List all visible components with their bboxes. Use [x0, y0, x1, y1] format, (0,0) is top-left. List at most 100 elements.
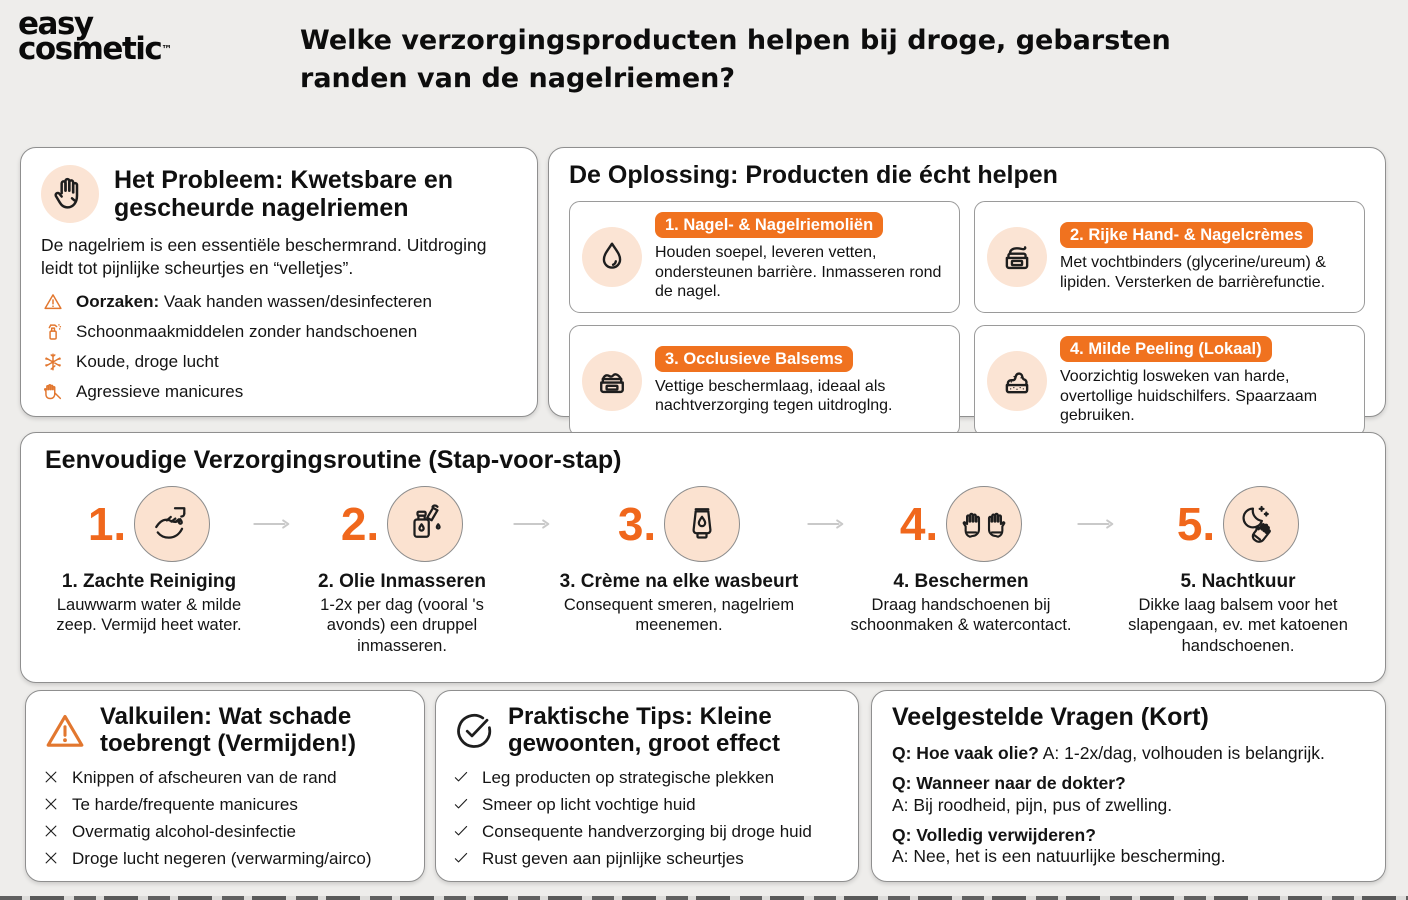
solution-desc: Voorzichtig losweken van harde, overtoll…	[1060, 368, 1318, 425]
pitfalls-title: Valkuilen: Wat schade toebrengt (Vermijd…	[100, 703, 357, 757]
solution-desc: Houden soepel, leveren vetten, ondersteu…	[655, 244, 942, 301]
arrow-right-icon	[253, 516, 291, 532]
arrow-right-icon	[1077, 516, 1115, 532]
pitfalls-list: Knippen of afscheuren van de rand Te har…	[42, 768, 408, 869]
step-desc: 1-2x per dag (vooral 's avonds) een drup…	[320, 596, 484, 655]
pitfall-item: Overmatig alcohol-desinfectie	[42, 822, 408, 842]
step-desc: Draag handschoenen bij schoonmaken & wat…	[850, 596, 1072, 635]
solution-card: De Oplossing: Producten die écht helpen …	[548, 147, 1386, 437]
solution-badge: 2. Rijke Hand- & Nagelcrèmes	[1060, 221, 1313, 249]
manicure-hand-icon	[41, 380, 65, 404]
faq-answer: A: Nee, het is een natuurlijke beschermi…	[892, 846, 1226, 867]
faq-card: Veelgestelde Vragen (Kort) Q: Hoe vaak o…	[871, 690, 1386, 882]
pitfall-item: Droge lucht negeren (verwarming/airco)	[42, 849, 408, 869]
faq-answer: A: Bij roodheid, pijn, pus of zwelling.	[892, 794, 1173, 815]
cause-bold: Oorzaken:	[76, 292, 160, 312]
step-number: 5.	[1176, 498, 1216, 550]
hand-washing-icon	[134, 486, 211, 562]
step-number: 2.	[340, 498, 380, 550]
arrow-right-icon	[513, 516, 551, 532]
spray-bottle-icon	[41, 320, 65, 344]
solution-desc: Vettige beschermlaag, ideaal als nachtve…	[655, 377, 893, 415]
page-title-line2: randen van de nagelriemen?	[300, 62, 736, 94]
step-title: 4. Beschermen	[893, 571, 1029, 592]
x-icon	[42, 822, 62, 842]
logo-line1: easy	[18, 6, 94, 42]
pitfalls-card: Valkuilen: Wat schade toebrengt (Vermijd…	[25, 690, 425, 882]
solution-item-oils: 1. Nagel- & Nagelriemoliën Houden soepel…	[569, 201, 960, 313]
cropped-footer-strip	[0, 896, 1408, 900]
causes-list: Oorzaken: Vaak handen wassen/desinfecter…	[41, 290, 517, 404]
step-desc: Lauwwarm water & milde zeep. Vermijd hee…	[56, 596, 242, 635]
cause-item: Agressieve manicures	[41, 380, 517, 404]
tip-item: Leg producten op strategische plekken	[452, 768, 842, 788]
warning-triangle-icon	[42, 708, 88, 754]
faq-answer: A: 1-2x/dag, volhouden is belangrijk.	[1038, 743, 1325, 763]
tip-item: Smeer op licht vochtige huid	[452, 795, 842, 815]
tip-item: Rust geven aan pijnlijke scheurtjes	[452, 849, 842, 869]
tips-list: Leg producten op strategische plekken Sm…	[452, 768, 842, 869]
check-icon	[452, 849, 472, 869]
problem-intro: De nagelriem is een essentiële beschermr…	[41, 235, 487, 279]
solution-item-balms: 3. Occlusieve Balsems Vettige beschermla…	[569, 324, 960, 437]
routine-card: Eenvoudige Verzorgingsroutine (Stap-voor…	[20, 432, 1386, 683]
oil-droplet-icon	[582, 226, 642, 287]
step-title: 2. Olie Inmasseren	[318, 571, 486, 592]
solution-desc: Met vochtbinders (glycerine/ureum) & lip…	[1060, 254, 1326, 291]
x-icon	[42, 795, 62, 815]
x-icon	[42, 849, 62, 869]
faq-question: Q: Volledig verwijderen?	[892, 825, 1096, 846]
routine-step-3: 3. 3. Crème na elke wasbeurt Consequent …	[551, 486, 807, 636]
page-title: Welke verzorgingsproducten helpen bij dr…	[300, 22, 1200, 98]
problem-card: Het Probleem: Kwetsbare en gescheurde na…	[20, 147, 538, 417]
pitfall-item: Knippen of afscheuren van de rand	[42, 768, 408, 788]
step-number: 3.	[617, 498, 657, 550]
faq-item: Q: Wanneer naar de dokter? A: Bij roodhe…	[892, 773, 1365, 816]
solution-badge: 3. Occlusieve Balsems	[655, 345, 853, 372]
cream-jar-icon	[987, 226, 1047, 287]
x-icon	[42, 768, 62, 788]
page-title-line1: Welke verzorgingsproducten helpen bij dr…	[300, 25, 1171, 56]
routine-step-5: 5. 5. Nachtkuur Dikke laag balsem voor h…	[1115, 486, 1361, 656]
tip-item: Consequente handverzorging bij droge hui…	[452, 822, 842, 842]
solution-item-creams: 2. Rijke Hand- & Nagelcrèmes Met vochtbi…	[974, 201, 1365, 313]
balm-jar-icon	[582, 350, 642, 411]
cause-item: Schoonmaakmiddelen zonder handschoenen	[41, 320, 517, 344]
routine-title: Eenvoudige Verzorgingsroutine (Stap-voor…	[45, 446, 622, 474]
check-circle-icon	[452, 709, 496, 753]
tips-card: Praktische Tips: Kleine gewoonten, groot…	[435, 690, 859, 882]
easycosmetic-logo: easy cosmetic™	[18, 6, 173, 65]
check-icon	[452, 795, 472, 815]
solution-title: De Oplossing: Producten die écht helpen	[569, 161, 1058, 189]
cause-item: Koude, droge lucht	[41, 350, 517, 374]
step-desc: Dikke laag balsem voor het slapengaan, e…	[1128, 596, 1348, 655]
faq-item: Q: Hoe vaak olie? A: 1-2x/dag, volhouden…	[892, 743, 1365, 764]
faq-item: Q: Volledig verwijderen? A: Nee, het is …	[892, 825, 1365, 868]
cause-item: Oorzaken: Vaak handen wassen/desinfecter…	[41, 290, 517, 314]
step-title: 1. Zachte Reiniging	[61, 571, 237, 592]
routine-steps: 1. 1. Zachte Reiniging Lauwwarm water & …	[45, 486, 1361, 656]
logo-trademark: ™	[161, 43, 173, 57]
step-number: 1.	[87, 498, 127, 550]
routine-step-1: 1. 1. Zachte Reiniging Lauwwarm water & …	[45, 486, 253, 636]
faq-question: Q: Hoe vaak olie?	[892, 743, 1039, 763]
tips-title: Praktische Tips: Kleine gewoonten, groot…	[508, 703, 780, 757]
solution-grid: 1. Nagel- & Nagelriemoliën Houden soepel…	[569, 201, 1365, 437]
solution-item-peeling: 4. Milde Peeling (Lokaal) Voorzichtig lo…	[974, 324, 1365, 437]
hand-icon	[41, 165, 99, 223]
pitfall-item: Te harde/frequente manicures	[42, 795, 408, 815]
dropper-bottle-icon	[387, 486, 464, 562]
step-title: 3. Crème na elke wasbeurt	[559, 571, 799, 592]
faq-title: Veelgestelde Vragen (Kort)	[892, 703, 1209, 731]
routine-step-2: 2. 2. Olie Inmasseren 1-2x per dag (voor…	[291, 486, 513, 656]
faq-question: Q: Wanneer naar de dokter?	[892, 773, 1126, 794]
snowflake-icon	[41, 350, 65, 374]
cream-tube-icon	[664, 486, 741, 562]
warning-icon	[41, 290, 65, 314]
cause-text: Vaak handen wassen/desinfecteren	[159, 292, 432, 312]
step-title: 5. Nachtkuur	[1180, 571, 1296, 592]
check-icon	[452, 822, 472, 842]
step-number: 4.	[899, 498, 939, 550]
check-icon	[452, 768, 472, 788]
